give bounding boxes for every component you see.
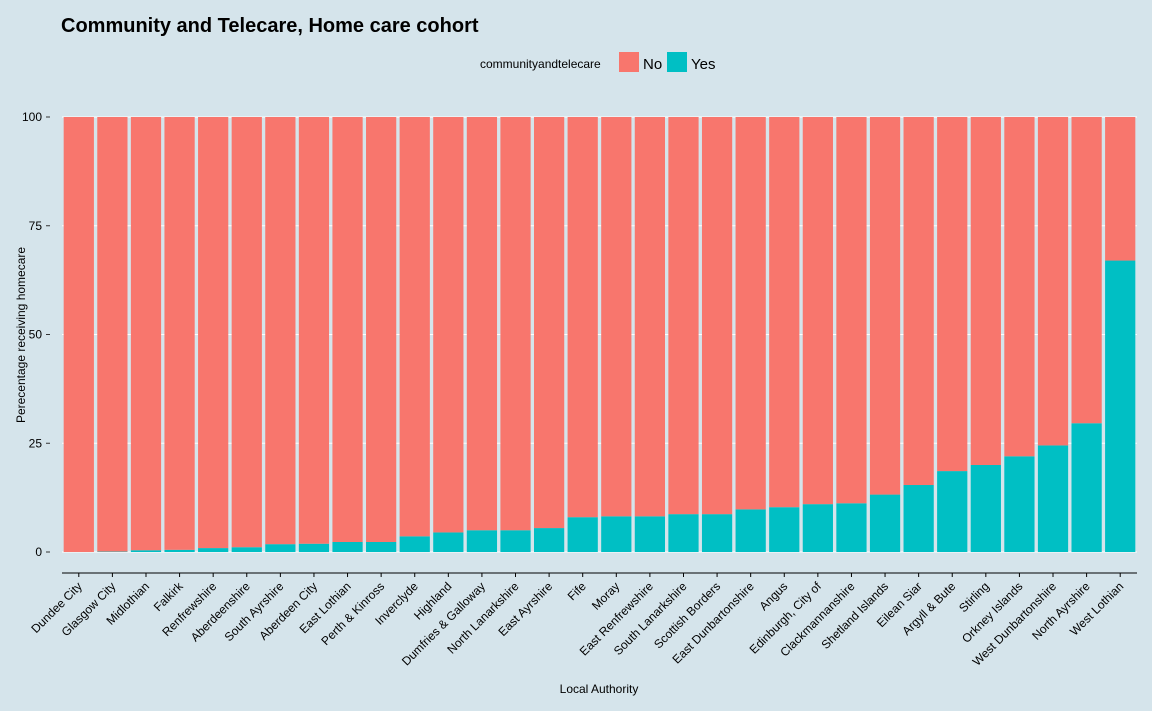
bar-yes bbox=[130, 550, 162, 552]
x-axis-label: Local Authority bbox=[560, 682, 639, 696]
bar-yes bbox=[500, 530, 531, 552]
bar-no bbox=[769, 117, 800, 508]
legend-title: communityandtelecare bbox=[480, 57, 601, 71]
bar-no bbox=[735, 117, 766, 510]
bar-yes bbox=[634, 516, 666, 552]
bar-yes bbox=[466, 530, 498, 552]
bar-yes bbox=[433, 532, 464, 552]
bar-yes bbox=[970, 465, 1001, 552]
bar-yes bbox=[1071, 423, 1102, 552]
y-axis-label: Perecentage receiving homecare bbox=[14, 247, 28, 423]
bar-yes bbox=[198, 548, 229, 552]
bar-yes bbox=[869, 494, 901, 552]
bar-no bbox=[1071, 117, 1102, 424]
bar-no bbox=[231, 117, 262, 548]
y-tick-label: 100 bbox=[22, 110, 42, 124]
bar-yes bbox=[1004, 456, 1035, 552]
bar-yes bbox=[567, 517, 598, 552]
y-tick-label: 50 bbox=[29, 328, 43, 342]
bar-yes bbox=[366, 541, 397, 552]
y-tick-label: 75 bbox=[29, 219, 43, 233]
y-axis: 0 25 50 75 100 bbox=[22, 110, 50, 559]
bar-yes bbox=[769, 507, 800, 552]
bar-no bbox=[970, 117, 1001, 465]
bar-yes bbox=[298, 543, 330, 552]
legend-swatch-no bbox=[619, 52, 639, 72]
bar-no bbox=[1004, 117, 1035, 457]
bar-no bbox=[533, 117, 565, 529]
x-tick-label: Fife bbox=[565, 579, 589, 603]
bar-yes bbox=[231, 547, 262, 552]
bar-yes bbox=[533, 528, 565, 552]
bar-yes bbox=[164, 549, 195, 552]
bar-no bbox=[332, 117, 363, 542]
bar-yes bbox=[265, 544, 296, 552]
bar-yes bbox=[1037, 445, 1069, 552]
chart-title: Community and Telecare, Home care cohort bbox=[61, 15, 479, 37]
bar-no bbox=[634, 117, 666, 517]
bar-yes bbox=[802, 504, 833, 552]
bar-no bbox=[903, 117, 934, 486]
bar-yes bbox=[836, 503, 867, 552]
legend-swatch-yes bbox=[667, 52, 687, 72]
legend-label-no: No bbox=[643, 56, 662, 73]
bar-no bbox=[1105, 117, 1136, 261]
bar-no bbox=[701, 117, 733, 515]
bar-no bbox=[567, 117, 598, 518]
bar-no bbox=[164, 117, 195, 550]
bar-yes bbox=[601, 516, 632, 552]
legend: communityandtelecare No Yes bbox=[480, 52, 715, 73]
bar-no bbox=[802, 117, 833, 505]
bar-no bbox=[1037, 117, 1069, 446]
bar-yes bbox=[332, 541, 363, 552]
bar-no bbox=[198, 117, 229, 549]
bar-no bbox=[63, 117, 94, 552]
bar-yes bbox=[937, 471, 968, 552]
legend-label-yes: Yes bbox=[691, 56, 715, 73]
y-tick-label: 0 bbox=[35, 545, 42, 559]
bar-no bbox=[836, 117, 867, 504]
bar-yes bbox=[701, 514, 733, 552]
bar-no bbox=[97, 117, 128, 552]
bar-no bbox=[298, 117, 330, 544]
bar-no bbox=[937, 117, 968, 472]
bar-yes bbox=[735, 509, 766, 552]
bar-no bbox=[130, 117, 162, 551]
bar-no bbox=[366, 117, 397, 542]
bar-yes bbox=[668, 514, 699, 552]
bar-yes bbox=[1105, 260, 1136, 552]
bar-no bbox=[601, 117, 632, 517]
bar-no bbox=[466, 117, 498, 531]
bar-no bbox=[869, 117, 901, 495]
y-tick-label: 25 bbox=[29, 436, 43, 450]
bar-no bbox=[433, 117, 464, 533]
bar-no bbox=[399, 117, 430, 537]
bar-yes bbox=[399, 536, 430, 552]
bars bbox=[63, 117, 1136, 552]
bar-no bbox=[668, 117, 699, 515]
bar-no bbox=[265, 117, 296, 545]
bar-no bbox=[500, 117, 531, 531]
bar-yes bbox=[903, 485, 934, 552]
